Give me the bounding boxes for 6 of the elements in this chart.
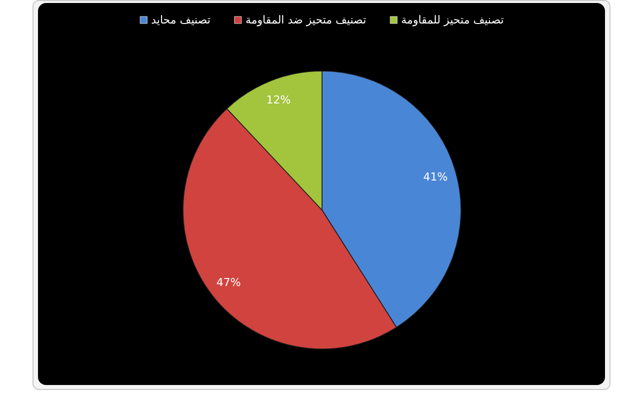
legend-label: تصنيف متحيز للمقاومة	[401, 14, 504, 26]
data-label: 47%	[216, 276, 241, 289]
legend-label: تصنيف متحيز ضد المقاومة	[245, 14, 366, 26]
data-label: 12%	[266, 94, 291, 107]
data-label: 41%	[423, 170, 448, 184]
legend-label: تصنيف محايد	[151, 14, 210, 26]
